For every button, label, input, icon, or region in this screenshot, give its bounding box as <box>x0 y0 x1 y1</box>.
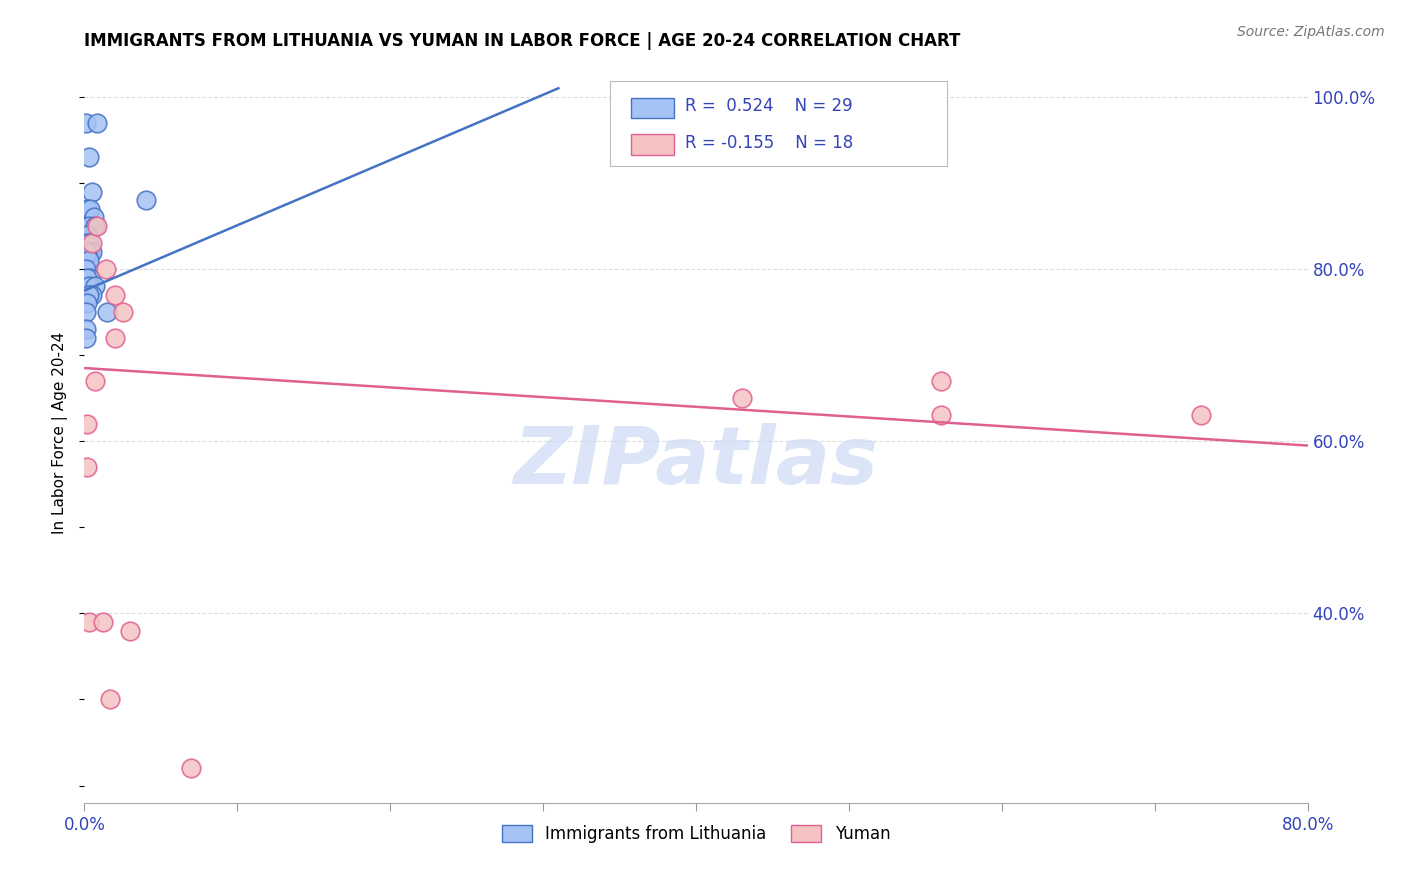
Point <box>76 417 98 431</box>
Point <box>77 219 100 233</box>
Point <box>75 305 97 319</box>
Point <box>180 761 202 775</box>
Point <box>76 244 98 259</box>
Point <box>75 331 97 345</box>
Y-axis label: In Labor Force | Age 20-24: In Labor Force | Age 20-24 <box>52 332 69 533</box>
Text: IMMIGRANTS FROM LITHUANIA VS YUMAN IN LABOR FORCE | AGE 20-24 CORRELATION CHART: IMMIGRANTS FROM LITHUANIA VS YUMAN IN LA… <box>84 32 960 50</box>
Point <box>77 236 100 251</box>
Point <box>76 227 98 242</box>
Point <box>120 624 142 638</box>
Point <box>91 615 114 629</box>
Text: R =  0.524    N = 29: R = 0.524 N = 29 <box>685 97 852 115</box>
Point <box>76 202 98 216</box>
Point <box>76 270 98 285</box>
Point <box>80 236 103 251</box>
Point <box>83 211 105 225</box>
Point <box>79 244 101 259</box>
Point <box>94 262 117 277</box>
Bar <box>631 97 673 119</box>
Point <box>77 615 100 629</box>
Point <box>77 288 100 302</box>
FancyBboxPatch shape <box>610 81 946 166</box>
Point <box>77 150 100 164</box>
Point <box>86 219 108 233</box>
Point <box>98 692 121 706</box>
Point <box>135 193 157 207</box>
Point <box>76 296 98 310</box>
Point <box>77 279 100 293</box>
Point <box>731 391 754 405</box>
Point <box>929 374 952 388</box>
Point <box>84 374 107 388</box>
Point <box>1189 409 1212 423</box>
Point <box>104 288 127 302</box>
Point <box>79 270 101 285</box>
Point <box>96 305 118 319</box>
Text: R = -0.155    N = 18: R = -0.155 N = 18 <box>685 134 853 152</box>
Point <box>75 322 97 336</box>
Point <box>84 219 107 233</box>
Point <box>86 116 108 130</box>
Point <box>77 253 100 268</box>
Point <box>75 236 97 251</box>
Point <box>75 116 97 130</box>
Point <box>80 185 103 199</box>
Point <box>80 288 103 302</box>
Point <box>929 409 952 423</box>
Point <box>104 331 127 345</box>
Point <box>79 202 101 216</box>
Bar <box>631 134 673 155</box>
Text: Source: ZipAtlas.com: Source: ZipAtlas.com <box>1237 25 1385 39</box>
Point <box>84 279 107 293</box>
Point <box>75 262 97 277</box>
Text: ZIPatlas: ZIPatlas <box>513 423 879 501</box>
Legend: Immigrants from Lithuania, Yuman: Immigrants from Lithuania, Yuman <box>495 819 897 850</box>
Point <box>76 460 98 475</box>
Point <box>111 305 134 319</box>
Point <box>80 244 103 259</box>
